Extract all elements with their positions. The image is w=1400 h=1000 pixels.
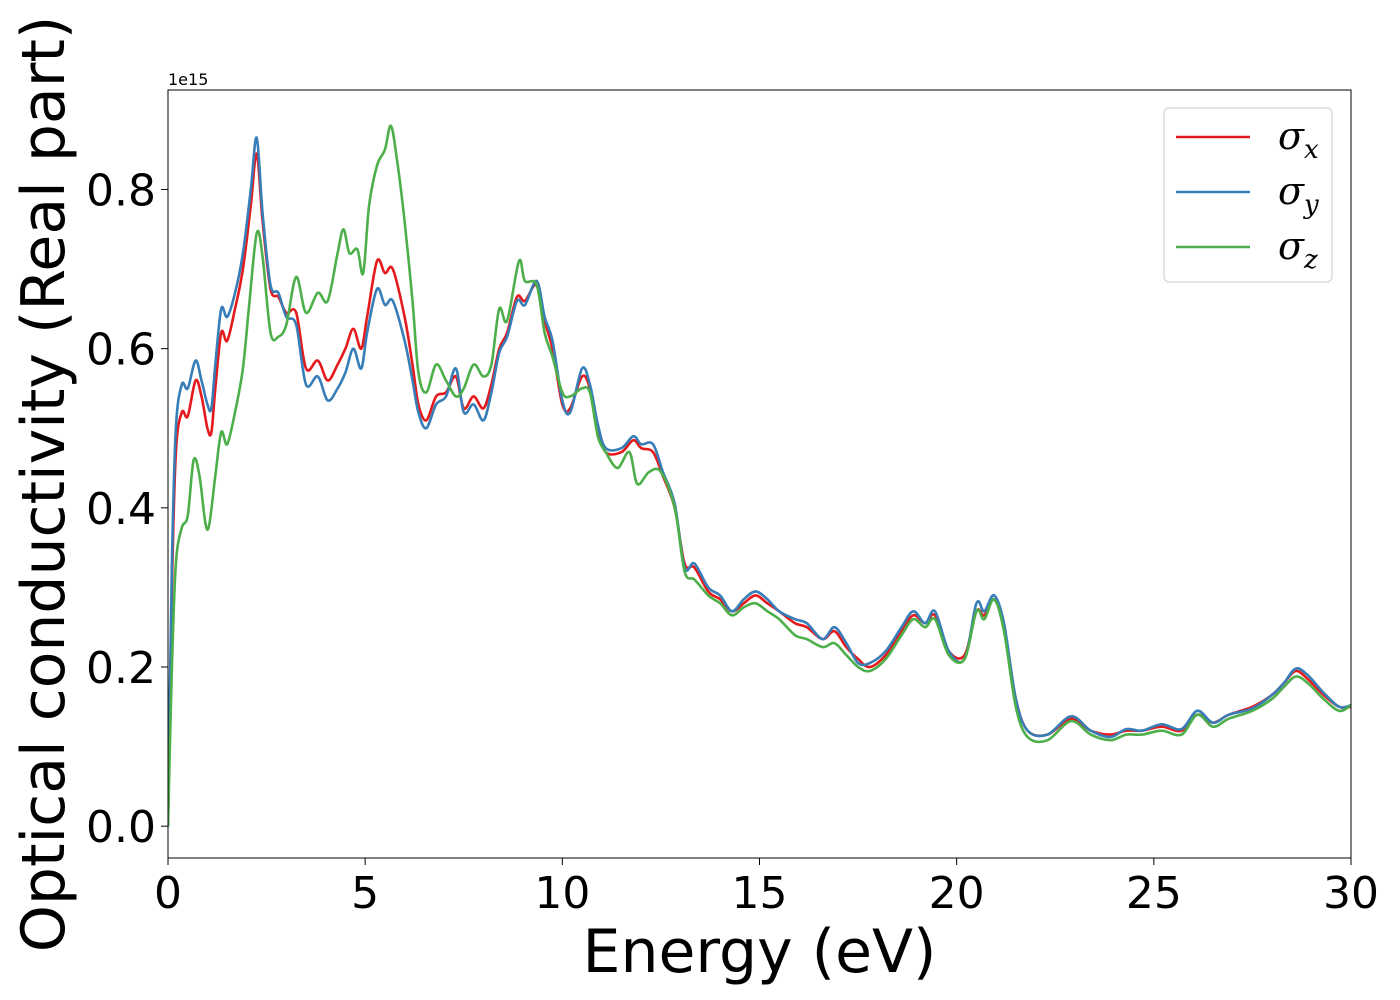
- series-lines: [168, 124, 1351, 827]
- legend-label: σx: [1278, 114, 1319, 165]
- x-tick-label: 0: [154, 868, 182, 919]
- y-tick-label: 0.8: [86, 165, 156, 216]
- x-tick-label: 20: [929, 868, 985, 919]
- y-tick-label: 0.0: [86, 802, 156, 853]
- x-tick-label: 30: [1323, 868, 1379, 919]
- legend-item-y: σy: [1176, 169, 1319, 220]
- y-tick-label: 0.4: [86, 484, 156, 535]
- legend-label: σy: [1278, 169, 1319, 220]
- x-tick-label: 10: [534, 868, 590, 919]
- series-line-y: [168, 136, 1351, 827]
- legend-label: σz: [1278, 224, 1318, 275]
- legend-item-x: σx: [1176, 114, 1319, 165]
- x-tick-label: 15: [732, 868, 788, 919]
- x-tick-label: 5: [351, 868, 379, 919]
- y-axis-ticks: 0.0 0.2 0.4 0.6 0.8: [86, 165, 168, 853]
- y-offset-label: 1e15: [168, 70, 208, 89]
- y-axis-label: Optical conductivity (Real part): [9, 16, 79, 953]
- x-tick-label: 25: [1126, 868, 1182, 919]
- y-tick-label: 0.6: [86, 325, 156, 376]
- x-axis-label: Energy (eV): [583, 917, 937, 987]
- x-axis-ticks: 0 5 10 15 20 25 30: [154, 858, 1379, 919]
- y-tick-label: 0.2: [86, 643, 156, 694]
- legend-box: [1163, 107, 1333, 283]
- series-line-z: [168, 124, 1351, 827]
- legend-item-z: σz: [1176, 224, 1318, 275]
